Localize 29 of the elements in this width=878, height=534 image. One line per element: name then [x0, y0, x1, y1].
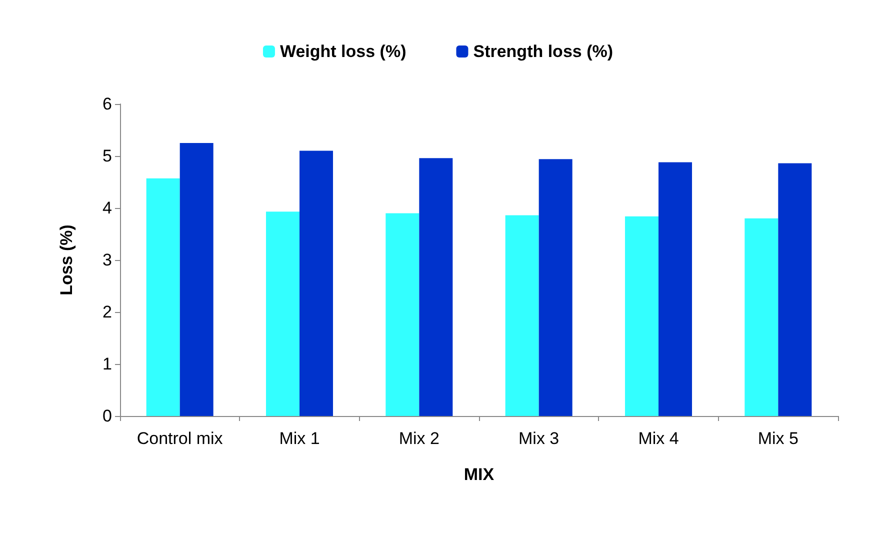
y-tick-label: 1 [102, 354, 112, 374]
bar [624, 216, 658, 416]
x-tick-label: Mix 1 [279, 429, 320, 448]
y-tick-label: 0 [102, 406, 112, 426]
bar [778, 163, 812, 416]
x-tick-label: Mix 4 [638, 429, 679, 448]
y-tick-label: 4 [102, 198, 112, 218]
bar [419, 158, 453, 416]
bar [300, 150, 334, 416]
x-tick-label: Mix 3 [518, 429, 560, 448]
x-tick-label: Control mix [136, 429, 224, 448]
y-tick-label: 5 [102, 146, 112, 166]
bar [386, 213, 420, 416]
x-axis-title: MIX [464, 465, 495, 484]
y-tick-label: 6 [102, 94, 112, 114]
bar [505, 215, 539, 416]
bar [538, 159, 572, 416]
bar [266, 212, 300, 416]
y-tick-label: 3 [102, 250, 112, 270]
bar [744, 218, 778, 416]
bar [146, 178, 180, 416]
y-tick-label: 2 [102, 302, 112, 322]
x-tick-label: Mix 2 [398, 429, 440, 448]
x-tick-label: Mix 5 [758, 429, 798, 448]
bar [180, 143, 214, 416]
legend-label: Strength loss (%) [473, 42, 614, 61]
legend-label: Weight loss (%) [280, 42, 406, 61]
bar [658, 162, 692, 416]
y-axis-title: Loss (%) [57, 224, 76, 296]
